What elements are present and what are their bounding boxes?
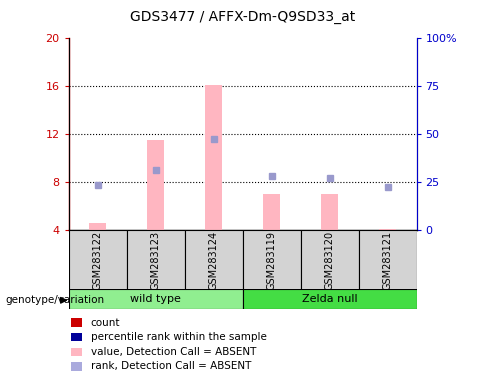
Text: GDS3477 / AFFX-Dm-Q9SD33_at: GDS3477 / AFFX-Dm-Q9SD33_at <box>130 10 355 24</box>
Bar <box>185 230 243 290</box>
Text: value, Detection Call = ABSENT: value, Detection Call = ABSENT <box>91 347 256 357</box>
Text: genotype/variation: genotype/variation <box>5 295 104 305</box>
Bar <box>263 194 280 230</box>
Bar <box>126 230 185 290</box>
Bar <box>147 141 164 230</box>
Bar <box>69 289 243 309</box>
Text: GSM283119: GSM283119 <box>267 231 276 290</box>
Text: Zelda null: Zelda null <box>302 294 357 304</box>
Bar <box>379 229 396 230</box>
Bar <box>243 230 300 290</box>
Text: GSM283121: GSM283121 <box>383 231 392 290</box>
Bar <box>205 85 222 230</box>
Bar <box>300 230 359 290</box>
Bar <box>359 230 416 290</box>
Text: rank, Detection Call = ABSENT: rank, Detection Call = ABSENT <box>91 361 251 371</box>
Text: GSM283120: GSM283120 <box>324 231 335 290</box>
Text: wild type: wild type <box>130 294 181 304</box>
Text: GSM283124: GSM283124 <box>209 231 219 290</box>
Bar <box>89 223 106 230</box>
Text: count: count <box>91 318 120 328</box>
Bar <box>243 289 416 309</box>
Text: GSM283123: GSM283123 <box>150 231 161 290</box>
Bar <box>321 194 338 230</box>
Bar <box>69 230 126 290</box>
Text: GSM283122: GSM283122 <box>93 230 102 290</box>
Text: percentile rank within the sample: percentile rank within the sample <box>91 332 267 342</box>
